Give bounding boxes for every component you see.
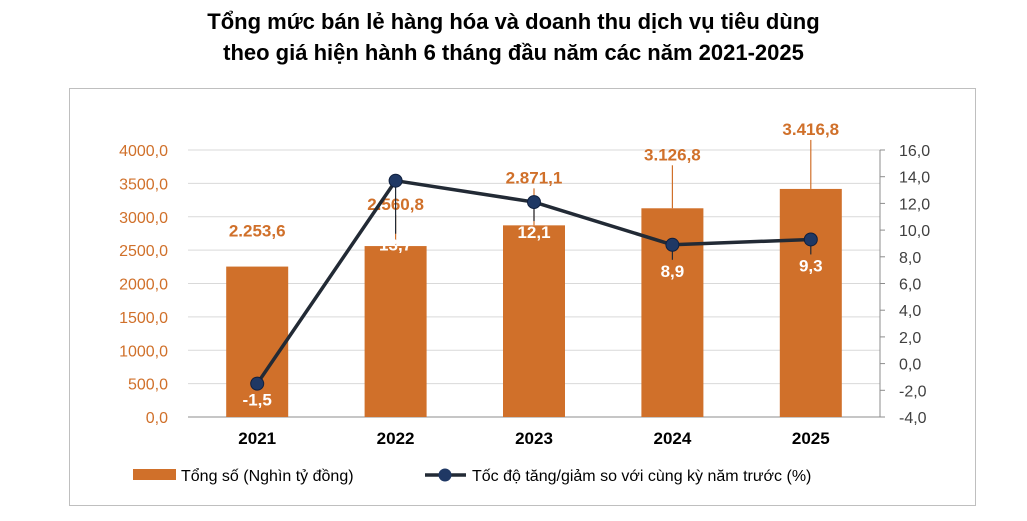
- right-axis-tick-label: 6,0: [899, 277, 921, 294]
- legend-line-label: Tốc độ tăng/giảm so với cùng kỳ năm trướ…: [472, 468, 811, 485]
- chart-title: Tổng mức bán lẻ hàng hóa và doanh thu dị…: [0, 6, 1027, 68]
- line-data-label: 12,1: [517, 223, 550, 242]
- category-label: 2022: [377, 429, 415, 448]
- line-data-label: 9,3: [799, 256, 823, 275]
- left-axis-tick-label: 500,0: [128, 377, 168, 394]
- line-data-label: 13,7: [379, 236, 412, 255]
- bar-data-label: 3.416,8: [782, 120, 839, 139]
- left-axis-tick-label: 1500,0: [119, 310, 168, 327]
- bar: [503, 225, 565, 417]
- right-axis-tick-label: 0,0: [899, 357, 921, 374]
- label-leader-lines: [395, 139, 812, 260]
- line-marker: [803, 232, 818, 247]
- category-label: 2025: [792, 429, 830, 448]
- left-axis-tick-label: 4000,0: [119, 143, 168, 160]
- line-marker: [250, 376, 265, 391]
- right-axis-tick-label: 2,0: [899, 330, 921, 347]
- legend-bar-label: Tổng số (Nghìn tỷ đồng): [181, 467, 354, 485]
- bar: [226, 266, 289, 417]
- line-data-label: 8,9: [661, 262, 685, 281]
- legend: Tổng số (Nghìn tỷ đồng) Tốc độ tăng/giảm …: [133, 467, 811, 485]
- chart-frame: [69, 88, 976, 506]
- chart-title-line-2: theo giá hiện hành 6 tháng đầu năm các n…: [223, 40, 804, 65]
- left-axis-ticks: 0,0 500,0 1000,0 1500,0 2000,0 2500,0 3000,0 35…: [119, 143, 168, 427]
- bar-data-label: 2.871,1: [506, 168, 563, 187]
- right-axis-tick-label: -2,0: [899, 383, 927, 400]
- bar: [779, 188, 842, 417]
- category-label: 2021: [238, 429, 276, 448]
- bar-data-label: 2.253,6: [229, 222, 286, 241]
- line-data-labels: -1,5 13,7 12,1 8,9 9,3: [243, 223, 823, 410]
- category-labels: 2021 2022 2023 2024 2025: [238, 429, 829, 448]
- legend-line-marker: [438, 468, 452, 482]
- line-data-label: -1,5: [243, 391, 272, 410]
- legend-bar-swatch: [133, 469, 176, 480]
- chart-title-line-1: Tổng mức bán lẻ hàng hóa và doanh thu dị…: [207, 9, 820, 34]
- right-axis-tick-label: 4,0: [899, 303, 921, 320]
- right-axis-tick-label: 10,0: [899, 223, 930, 240]
- right-axis-tick-label: -4,0: [899, 410, 927, 427]
- right-axis-tick-label: 14,0: [899, 170, 930, 187]
- left-axis-tick-label: 3000,0: [119, 210, 168, 227]
- line-marker: [388, 173, 403, 188]
- right-axis-tick-label: 16,0: [899, 143, 930, 160]
- left-axis-tick-label: 1000,0: [119, 343, 168, 360]
- bar-data-label: 3.126,8: [644, 145, 701, 164]
- line-marker: [527, 195, 541, 210]
- category-label: 2024: [653, 429, 691, 448]
- right-axis-tick-label: 8,0: [899, 250, 921, 267]
- left-axis-tick-label: 3500,0: [119, 176, 168, 193]
- left-axis-tick-label: 2000,0: [119, 277, 168, 294]
- bar-data-labels: 2.253,62.560,82.871,13.126,83.416,8: [229, 120, 839, 241]
- right-axis-tick-label: 12,0: [899, 196, 930, 213]
- line-marker: [665, 237, 680, 252]
- line-series: [250, 173, 818, 391]
- bar: [364, 246, 427, 417]
- right-axis-ticks: -4,0 -2,0 0,0 2,0 4,0 6,0 8,0 10,0 12,0 14,0 16,0: [879, 143, 930, 427]
- left-axis-tick-label: 0,0: [146, 410, 168, 427]
- left-axis-tick-label: 2500,0: [119, 243, 168, 260]
- category-label: 2023: [515, 429, 553, 448]
- bar-series: [226, 188, 842, 417]
